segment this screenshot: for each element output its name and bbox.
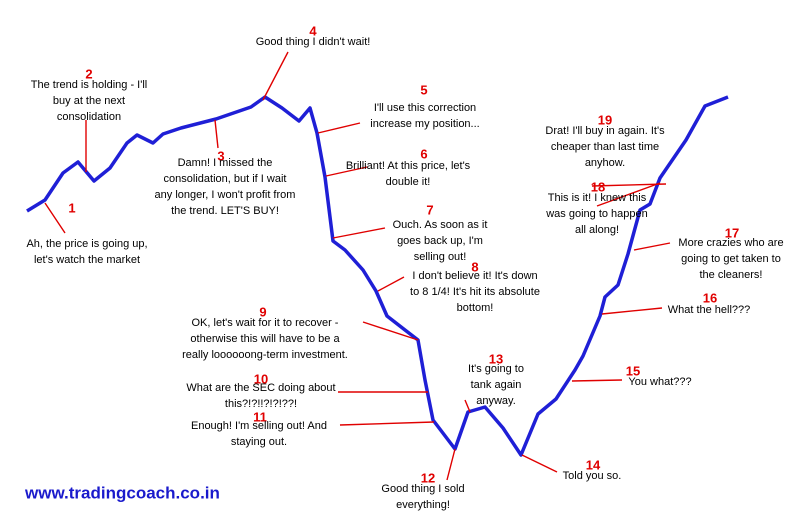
annotation-text: The trend is holding - I'll xyxy=(31,79,147,91)
annotation-text: What are the SEC doing about xyxy=(186,382,335,394)
annotation-text: Ouch. As soon as it xyxy=(393,219,488,231)
annotation-text: More crazies who are xyxy=(678,237,783,249)
annotation-number: 6 xyxy=(420,146,427,161)
annotation-text: going to get taken to xyxy=(681,253,781,265)
annotation-text: Good thing I didn't wait! xyxy=(256,36,371,48)
annotation-text: increase my position... xyxy=(370,118,479,130)
leader-line xyxy=(214,119,219,149)
annotation-number: 7 xyxy=(426,202,433,217)
leader-line xyxy=(362,321,419,341)
annotation-text: all along! xyxy=(575,224,619,236)
leader-line xyxy=(601,307,663,315)
annotation-text: selling out! xyxy=(414,251,467,263)
leader-line xyxy=(596,182,661,207)
annotation-text: the trend. LET'S BUY! xyxy=(171,205,279,217)
annotation-number: 9 xyxy=(259,304,266,319)
annotation-text: bottom! xyxy=(457,302,494,314)
annotation-text: consolidation, but if I wait xyxy=(164,173,287,185)
annotation-text: let's watch the market xyxy=(34,254,140,266)
annotation-text: consolidation xyxy=(57,111,121,123)
annotation-text: really loooooong-term investment. xyxy=(182,349,348,361)
annotation-text: goes back up, I'm xyxy=(397,235,483,247)
annotation-text: What the hell??? xyxy=(668,304,751,316)
annotation-text: I don't believe it! It's down xyxy=(412,270,537,282)
leader-line xyxy=(464,399,471,413)
annotation-text: anyway. xyxy=(476,395,516,407)
leader-line xyxy=(262,51,289,101)
leader-line xyxy=(591,183,667,187)
leader-line xyxy=(521,454,558,473)
annotation-text: Damn! I missed the xyxy=(178,157,273,169)
annotation-number: 2 xyxy=(85,66,92,81)
annotation-text: This is it! I knew this xyxy=(548,192,647,204)
leader-line xyxy=(633,242,671,251)
footer-url: www.tradingcoach.co.in xyxy=(24,483,220,502)
annotation-text: to 8 1/4! It's hit its absolute xyxy=(410,286,540,298)
annotation-text: Ah, the price is going up, xyxy=(26,238,147,250)
annotation-number: 3 xyxy=(217,148,224,163)
annotation-number: 1 xyxy=(68,200,75,215)
annotation-text: staying out. xyxy=(231,436,287,448)
annotation-text: everything! xyxy=(396,499,450,511)
annotation-text: Brilliant! At this price, let's xyxy=(346,160,471,172)
annotation-number: 18 xyxy=(591,179,605,194)
annotation-text: Enough! I'm selling out! And xyxy=(191,420,327,432)
annotation-text: the cleaners! xyxy=(700,269,763,281)
annotation-number: 15 xyxy=(626,363,640,378)
annotation-text: double it! xyxy=(386,176,431,188)
leader-line xyxy=(317,122,361,134)
leader-line xyxy=(325,166,368,177)
leader-line xyxy=(44,202,66,234)
annotation-text: I'll use this correction xyxy=(374,102,476,114)
annotation-text: It's going to xyxy=(468,363,524,375)
annotation-number: 4 xyxy=(309,23,317,38)
annotation-text: buy at the next xyxy=(53,95,125,107)
annotation-number: 17 xyxy=(725,225,739,240)
annotation-text: Good thing I sold xyxy=(381,483,464,495)
annotation-number: 14 xyxy=(586,457,601,472)
annotation-text: this?!?!!?!?!??! xyxy=(225,398,297,410)
annotation-text: Told you so. xyxy=(563,470,622,482)
annotation-text: tank again xyxy=(471,379,522,391)
annotation-number: 16 xyxy=(703,290,717,305)
leader-line xyxy=(571,379,623,382)
annotation-number: 19 xyxy=(598,112,612,127)
leader-line xyxy=(332,227,386,239)
annotation-text: OK, let's wait for it to recover - xyxy=(192,317,339,329)
leader-line xyxy=(446,448,456,481)
annotation-text: anyhow. xyxy=(585,157,625,169)
annotation-text: any longer, I won't profit from xyxy=(155,189,296,201)
annotation-number: 12 xyxy=(421,470,435,485)
annotation-number: 8 xyxy=(471,259,478,274)
price-line xyxy=(26,95,729,457)
leader-line xyxy=(377,276,405,292)
annotation-number: 13 xyxy=(489,351,503,366)
annotation-text: cheaper than last time xyxy=(551,141,659,153)
annotation-number: 5 xyxy=(420,82,427,97)
annotation-text: Drat! I'll buy in again. It's xyxy=(545,125,665,137)
leader-line xyxy=(339,421,435,426)
annotation-text: You what??? xyxy=(628,376,691,388)
annotation-text: was going to happen xyxy=(545,208,648,220)
annotation-number: 10 xyxy=(254,371,268,386)
annotation-text: otherwise this will have to be a xyxy=(190,333,340,345)
annotation-number: 11 xyxy=(253,409,267,424)
